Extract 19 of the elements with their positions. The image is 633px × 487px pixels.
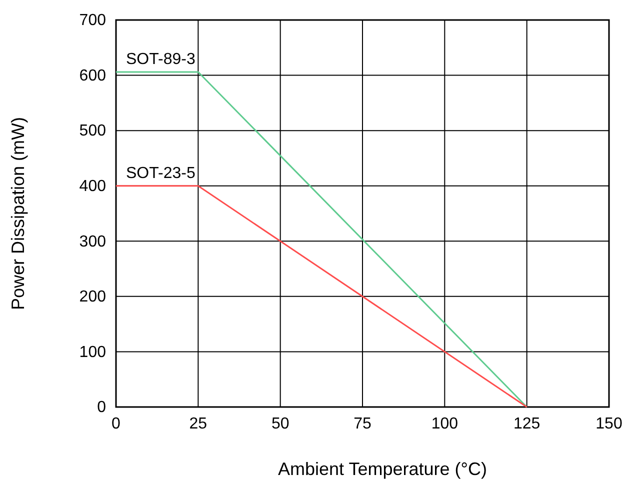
x-tick-label: 0	[112, 415, 121, 432]
series-label: SOT-23-5	[126, 164, 196, 182]
x-tick-label: 150	[596, 415, 622, 432]
x-tick-label: 125	[513, 415, 540, 432]
x-tick-label: 75	[354, 415, 372, 432]
x-tick-label: 100	[431, 415, 458, 432]
x-tick-label: 50	[271, 415, 290, 432]
y-tick-label: 100	[79, 344, 106, 361]
y-tick-label: 300	[79, 233, 106, 250]
series-label: SOT-89-3	[126, 50, 196, 68]
x-tick-label: 25	[189, 415, 208, 432]
y-tick-label: 600	[79, 67, 106, 84]
y-tick-label: 200	[79, 288, 106, 306]
y-tick-label: 500	[79, 122, 106, 140]
x-axis-title: Ambient Temperature (°C)	[278, 459, 487, 479]
y-tick-label: 400	[79, 178, 106, 195]
y-axis-title: Power Dissipation (mW)	[8, 116, 28, 310]
y-tick-label: 0	[97, 399, 106, 416]
y-tick-label: 700	[79, 12, 106, 30]
